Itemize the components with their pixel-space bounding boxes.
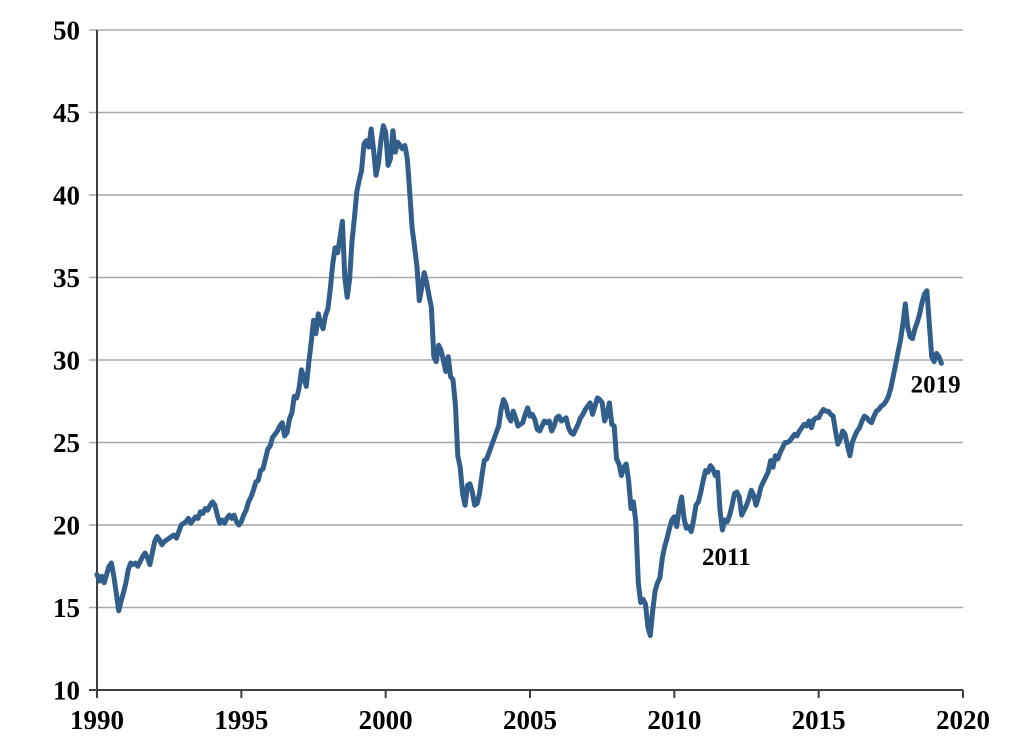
y-axis-label-15: 15 bbox=[53, 593, 80, 623]
x-axis-label-1995: 1995 bbox=[214, 705, 268, 735]
gridlines bbox=[89, 29, 963, 609]
y-axis-label-25: 25 bbox=[53, 428, 80, 458]
x-axis-label-2020: 2020 bbox=[936, 705, 990, 735]
x-axis-label-2005: 2005 bbox=[503, 705, 557, 735]
annotation-2011: 2011 bbox=[702, 544, 751, 571]
y-axis-label-10: 10 bbox=[53, 675, 80, 705]
annotation-2019: 2019 bbox=[911, 372, 961, 399]
x-axis-label-2010: 2010 bbox=[647, 705, 701, 735]
x-axis-label-2015: 2015 bbox=[792, 705, 846, 735]
y-axis-label-45: 45 bbox=[53, 98, 80, 128]
y-axis-label-20: 20 bbox=[53, 510, 80, 540]
y-axis-label-40: 40 bbox=[53, 180, 80, 210]
x-axis-label-1990: 1990 bbox=[70, 705, 124, 735]
data-line-series bbox=[94, 123, 944, 638]
x-axis-label-2000: 2000 bbox=[359, 705, 413, 735]
y-axis-label-35: 35 bbox=[53, 263, 80, 293]
y-axis-label-30: 30 bbox=[53, 345, 80, 375]
axes bbox=[89, 30, 964, 698]
axis-tick-labels: 10 15 20 25 30 35 40 45 50 1990 1995 2000 2005 2010 20… bbox=[53, 15, 990, 735]
y-axis-label-50: 50 bbox=[53, 15, 80, 45]
